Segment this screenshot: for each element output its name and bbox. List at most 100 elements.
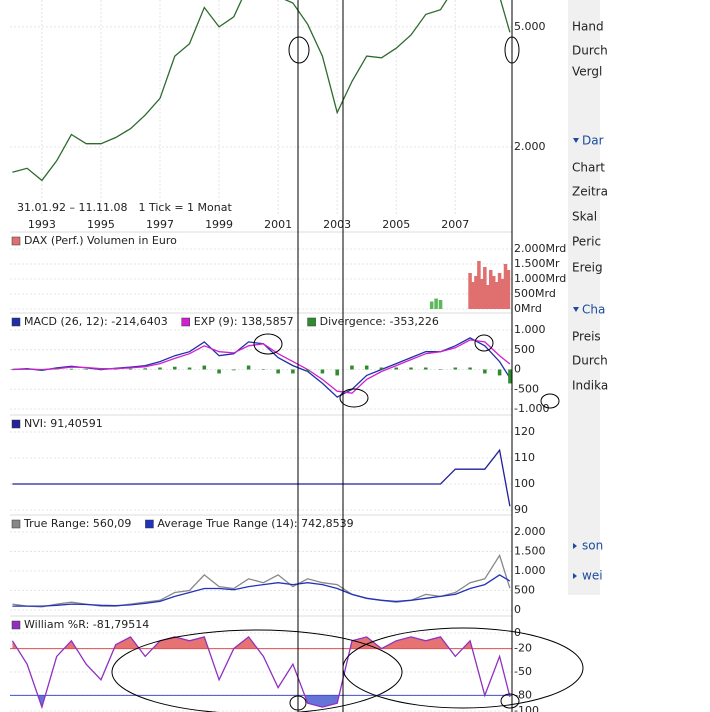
circle-mark (253, 333, 283, 355)
y-tick-label: 0Mrd (514, 302, 542, 315)
bar (497, 273, 502, 309)
circle-mark (540, 393, 560, 409)
bar (291, 369, 295, 374)
sidebar: Hand Durch Vergl Dar Chart Zeitra Skal P… (572, 20, 608, 583)
bar (506, 270, 511, 309)
bar (40, 369, 44, 371)
bar (187, 367, 192, 370)
sidebar-item[interactable]: Durch (572, 44, 608, 58)
y-tick-label: -20 (514, 642, 532, 655)
plot-area (12, 553, 511, 608)
bar (453, 367, 458, 370)
bar (261, 369, 266, 370)
y-tick-label: 1.000Mrd (514, 272, 566, 285)
sidebar-item[interactable]: Peric (572, 235, 601, 249)
collapse-arrow (573, 307, 579, 312)
sidebar-item[interactable]: Skal (572, 210, 597, 224)
legend-swatch (11, 519, 21, 529)
sidebar-item[interactable]: Preis (572, 330, 601, 344)
x-tick-label: 2001 (264, 218, 292, 231)
sidebar-item[interactable]: Zeitra (572, 185, 608, 199)
circle-mark (288, 36, 310, 64)
legend-swatch (11, 317, 21, 327)
sidebar-item[interactable]: Ereig (572, 261, 603, 275)
bar (503, 264, 508, 309)
y-tick-label: -500 (514, 382, 539, 395)
bar (335, 369, 339, 376)
legend-label: True Range: 560,09 (23, 517, 131, 530)
circle-mark (289, 695, 307, 711)
sidebar-item[interactable]: Chart (572, 161, 605, 175)
y-tick-label: 1.000 (514, 564, 546, 577)
bar (128, 368, 133, 370)
series-line (12, 574, 511, 607)
sidebar-link[interactable]: wei (582, 569, 603, 583)
link-arrow (573, 573, 577, 579)
series-line (11, 635, 511, 710)
sidebar-link[interactable]: son (582, 539, 603, 553)
sidebar-item[interactable]: Vergl (572, 65, 602, 79)
plot-area (12, 448, 511, 507)
sidebar-bg (568, 0, 600, 595)
x-tick-label: 2003 (323, 218, 351, 231)
bar (480, 279, 484, 309)
annotations (111, 0, 584, 712)
bar (143, 368, 148, 370)
sidebar-section[interactable]: Cha (582, 303, 605, 317)
bar (468, 367, 472, 370)
legend-label: William %R: -81,79514 (24, 618, 149, 631)
legend-label: Average True Range (14): 742,8539 (157, 517, 353, 530)
bar (409, 367, 413, 370)
bar (438, 300, 443, 309)
bar (429, 301, 434, 309)
x-tick-label: 1999 (205, 218, 233, 231)
circle-mark (339, 388, 369, 408)
sidebar-section[interactable]: Dar (582, 134, 604, 148)
y-tick-label: 0 (514, 363, 521, 376)
sidebar-item[interactable]: Indika (572, 379, 608, 393)
series-line (12, 553, 511, 608)
y-tick-label: 2.000 (514, 525, 546, 538)
y-tick-label: -1.000 (514, 402, 549, 415)
bar (434, 298, 438, 309)
circle-mark (500, 693, 520, 709)
bar (276, 369, 280, 374)
bar (69, 368, 74, 370)
circle-mark (342, 627, 584, 709)
legend-label: DAX (Perf.) Volumen in Euro (24, 234, 177, 247)
x-tick-label: 2005 (382, 218, 410, 231)
sidebar-item[interactable]: Durch (572, 354, 608, 368)
y-tick-label: -50 (514, 665, 532, 678)
y-tick-label: 2.000 (514, 140, 546, 153)
sidebar-item[interactable]: Hand (572, 20, 604, 34)
legend-swatch (11, 236, 21, 246)
bar (491, 276, 496, 309)
plot-area (429, 261, 511, 309)
bar (468, 273, 472, 309)
legend-swatch (181, 317, 190, 327)
bar (305, 369, 310, 372)
x-tick-label: 1995 (87, 218, 115, 231)
bar (486, 285, 490, 309)
legend-swatch (11, 419, 21, 429)
legend-swatch (307, 317, 316, 327)
tick-note: 1 Tick = 1 Monat (138, 201, 232, 214)
bar (232, 369, 236, 371)
y-tick-label: 500Mrd (514, 287, 556, 300)
bar (497, 369, 502, 376)
bar (477, 261, 481, 309)
legend-swatch (11, 620, 21, 630)
link-arrow (573, 543, 577, 549)
panel: 2.000 1.500 1.000 500 0 True Range: 560,09 Ave… (10, 514, 546, 616)
y-tick-label: 100 (514, 477, 535, 490)
y-tick-label: 120 (514, 425, 535, 438)
circle-mark (504, 36, 520, 64)
bar (173, 366, 177, 370)
plot-area (12, 0, 511, 182)
collapse-arrow (573, 138, 579, 143)
bar (424, 367, 428, 370)
bar (350, 365, 354, 370)
plots: 5.000 2.000 1993 1995 1997 1999 2001 2003 2005 20… (10, 0, 566, 712)
legend-label: MACD (26, 12): -214,6403 (24, 315, 168, 328)
